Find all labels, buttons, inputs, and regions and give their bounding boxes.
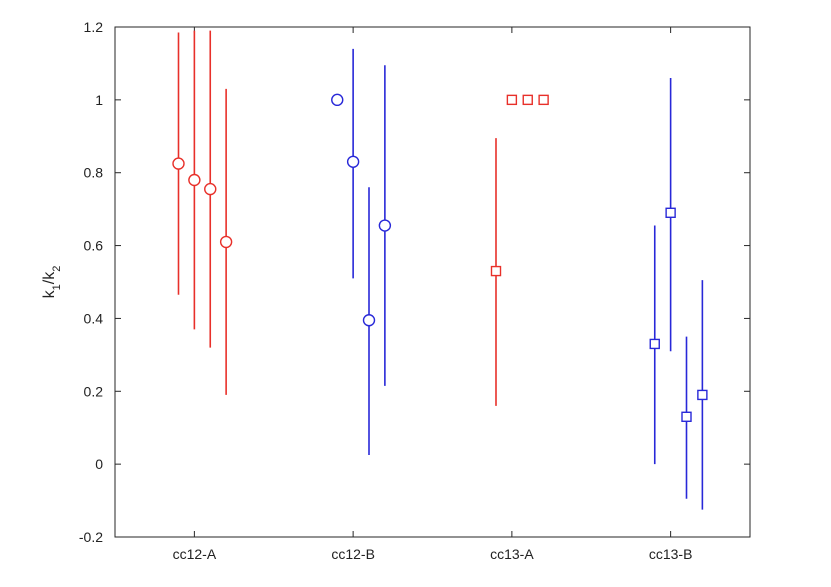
y-tick-label: 0.2 xyxy=(84,383,104,399)
data-point-square xyxy=(681,411,692,422)
data-point-circle xyxy=(188,173,201,187)
data-point-square xyxy=(538,94,549,106)
y-tick-label: 1.2 xyxy=(84,19,104,35)
data-marks xyxy=(172,30,708,510)
data-point-circle xyxy=(204,182,217,196)
y-tick-label: 1 xyxy=(95,92,103,108)
y-axis: -0.2 0 0.2 0.4 0.6 0.8 1 1.2 xyxy=(79,19,750,545)
data-point-square xyxy=(506,94,518,106)
data-point-square xyxy=(522,94,533,106)
y-tick-label: 0.8 xyxy=(84,165,104,181)
y-tick-label: 0.6 xyxy=(84,238,104,254)
data-point-circle xyxy=(219,235,233,249)
data-point-square xyxy=(490,265,502,277)
y-tick-label: 0.4 xyxy=(84,310,104,326)
x-tick-label: cc12-B xyxy=(331,546,375,562)
y-tick-label: -0.2 xyxy=(79,529,103,545)
x-tick-label: cc13-A xyxy=(490,546,534,562)
y-axis-label: k1/k2 xyxy=(41,266,63,299)
data-point-circle xyxy=(172,157,185,170)
y-tick-label: 0 xyxy=(95,456,103,472)
plot-area xyxy=(114,26,751,538)
x-tick-label: cc12-A xyxy=(173,546,217,562)
data-point-circle xyxy=(346,155,360,168)
x-tick-label: cc13-B xyxy=(649,546,693,562)
data-point-circle xyxy=(331,93,344,107)
data-point-circle xyxy=(362,314,376,327)
data-point-square xyxy=(649,338,660,350)
x-axis: cc12-A cc12-B cc13-A cc13-B xyxy=(173,27,693,562)
data-point-square xyxy=(697,389,708,401)
data-point-circle xyxy=(378,219,392,232)
data-point-square xyxy=(665,207,676,218)
